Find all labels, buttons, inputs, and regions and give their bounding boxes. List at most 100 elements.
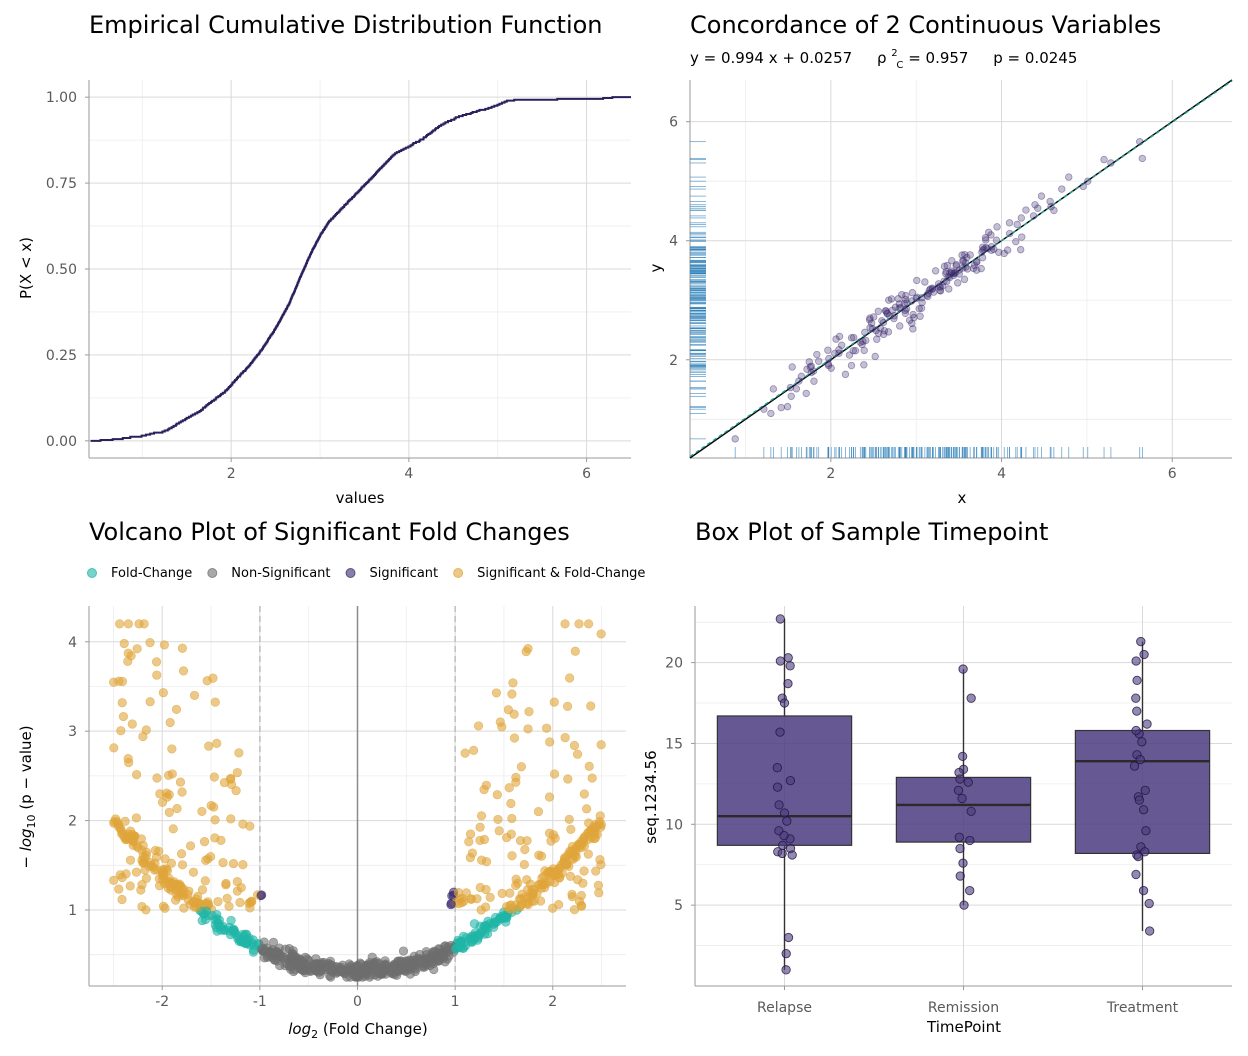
point-significant-fold-change <box>570 646 580 656</box>
point-significant-fold-change <box>132 644 142 654</box>
box-point <box>785 775 796 786</box>
box-point <box>783 678 793 689</box>
point-significant-fold-change <box>566 824 576 834</box>
concordance-subtitle: y = 0.994 x + 0.0257 ρ 2 C = 0.957 p = 0… <box>690 42 1077 72</box>
concordance-point <box>851 347 860 355</box>
point-significant-fold-change <box>228 858 239 869</box>
point-significant-fold-change <box>171 704 182 714</box>
concordance-point <box>945 273 954 282</box>
point-fold-change <box>207 910 217 921</box>
point-significant-fold-change <box>491 688 502 698</box>
box-point <box>782 816 792 826</box>
concordance-x-tick-label: 2 <box>826 466 835 482</box>
point-significant-fold-change <box>131 813 142 823</box>
boxplot-title: Box Plot of Sample Timepoint <box>695 518 1048 546</box>
concordance-point <box>803 365 811 373</box>
box-point <box>1142 719 1152 729</box>
point-significant-fold-change <box>469 745 479 755</box>
ecdf-y-tick-label: 1.00 <box>46 90 77 106</box>
concordance-point <box>935 283 943 291</box>
concordance-point <box>898 290 906 299</box>
point-significant-fold-change <box>209 772 219 782</box>
point-significant-fold-change <box>117 698 127 708</box>
point-significant-fold-change <box>235 897 245 908</box>
point-significant-fold-change <box>232 767 242 778</box>
concordance-point <box>788 363 796 371</box>
point-non-significant <box>284 960 294 970</box>
point-significant-fold-change <box>493 814 503 825</box>
box-point <box>781 949 791 959</box>
point-significant-fold-change <box>560 732 570 743</box>
volcano-title: Volcano Plot of Significant Fold Changes <box>89 518 570 546</box>
concordance-point <box>970 261 979 270</box>
concordance-point <box>903 299 911 307</box>
concordance-point <box>894 295 902 303</box>
volcano-y-label: − log10 (p − value) <box>17 725 38 868</box>
concordance-point <box>873 335 881 343</box>
point-non-significant <box>275 960 285 971</box>
point-significant-fold-change <box>226 814 236 824</box>
concordance-point <box>936 283 945 291</box>
concordance-point <box>902 305 911 313</box>
point-non-significant <box>315 970 325 980</box>
point-significant-fold-change <box>570 844 580 855</box>
point-significant-fold-change <box>549 697 559 707</box>
point-significant-fold-change <box>554 863 564 873</box>
point-significant-fold-change <box>177 787 187 797</box>
point-significant-fold-change <box>199 837 210 847</box>
concordance-point <box>1065 173 1073 181</box>
point-significant-fold-change <box>234 748 244 758</box>
concordance-point <box>929 288 938 296</box>
point-significant-fold-change <box>124 829 134 839</box>
box-point <box>1129 761 1140 771</box>
concordance-point <box>990 245 998 253</box>
concordance-point <box>861 328 869 337</box>
box-point <box>954 832 964 842</box>
concordance-point <box>827 364 835 372</box>
point-significant-fold-change <box>515 835 526 846</box>
box-point <box>779 808 790 818</box>
point-significant-fold-change <box>520 844 530 855</box>
concordance-point <box>1084 177 1092 185</box>
concordance-point <box>1022 206 1030 214</box>
point-significant-fold-change <box>472 894 482 904</box>
ecdf-grid <box>89 80 631 458</box>
point-significant-fold-change <box>159 640 169 650</box>
concordance-point <box>786 383 795 392</box>
concordance-point <box>868 324 877 333</box>
point-significant-fold-change <box>221 880 231 890</box>
ecdf-x-tick-label: 6 <box>582 466 591 482</box>
point-significant-fold-change <box>582 804 592 814</box>
ecdf-x-tick-label: 4 <box>404 466 413 482</box>
point-significant-fold-change <box>560 619 570 629</box>
concordance-point <box>860 361 868 369</box>
point-significant-fold-change <box>504 783 514 793</box>
concordance-point <box>949 271 958 280</box>
boxplot-y-tick-label: 20 <box>665 656 683 672</box>
concordance-point <box>807 368 815 377</box>
point-non-significant <box>388 961 399 971</box>
concordance-point <box>835 332 844 341</box>
legend-label: Fold-Change <box>111 566 192 581</box>
box-point <box>958 664 968 674</box>
point-non-significant <box>344 966 354 976</box>
concordance-point <box>909 310 917 319</box>
concordance-point <box>887 295 896 303</box>
point-significant-fold-change <box>160 903 170 913</box>
concordance-point <box>969 264 978 273</box>
concordance-point <box>866 314 874 322</box>
concordance-point <box>1046 197 1054 206</box>
volcano-panel: Volcano Plot of Significant Fold Changes… <box>17 518 645 1041</box>
point-significant-fold-change <box>109 875 119 885</box>
point-significant-fold-change <box>494 826 504 836</box>
concordance-point <box>867 319 876 327</box>
point-significant-fold-change <box>481 857 492 867</box>
point-significant-fold-change <box>509 709 519 719</box>
point-significant-fold-change <box>511 777 521 787</box>
point-fold-change <box>197 915 207 926</box>
box-point <box>953 785 964 795</box>
ecdf-x-tick-label: 2 <box>227 466 236 482</box>
point-significant-fold-change <box>505 888 515 898</box>
point-significant-fold-change <box>185 841 196 851</box>
point-significant-fold-change <box>178 666 189 676</box>
